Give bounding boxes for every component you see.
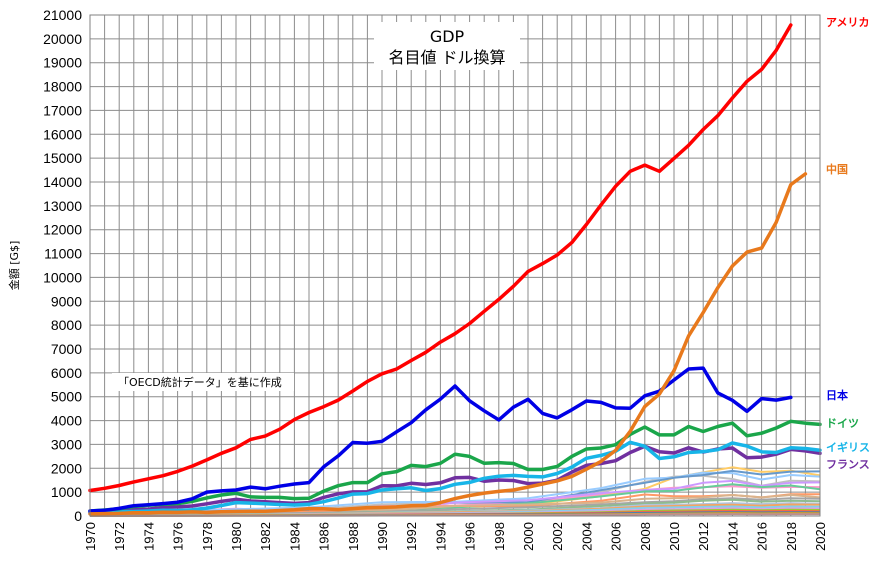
series-label-日本: 日本: [826, 388, 848, 402]
y-tick-label: 3000: [51, 436, 82, 452]
grid-layer: [89, 14, 821, 517]
x-tick-label: 1980: [229, 522, 244, 551]
x-tick-label: 2004: [579, 522, 594, 551]
y-tick-label: 14000: [43, 174, 82, 190]
source-annotation: 「OECD統計データ」を基に作成: [118, 375, 282, 389]
series-label-中国: 中国: [826, 162, 848, 176]
y-tick-label: 21000: [43, 7, 82, 23]
series-label-イギリス: イギリス: [826, 440, 870, 454]
annotation-box: [112, 373, 294, 391]
y-tick-label: 18000: [43, 79, 82, 95]
x-tick-label: 2016: [755, 522, 770, 551]
y-tick-label: 20000: [43, 31, 82, 47]
y-tick-label: 13000: [43, 198, 82, 214]
x-tick-label: 1970: [83, 522, 98, 551]
x-tick-label: 1988: [346, 522, 361, 551]
title-box: [374, 22, 520, 70]
y-tick-label: 7000: [51, 341, 82, 357]
y-tick-label: 2000: [51, 460, 82, 476]
x-tick-label: 2014: [725, 522, 740, 551]
x-tick-labels: 1970 1972 1974 1976 1978 1980 1982 1984 1986 1988…: [83, 522, 828, 551]
y-tick-label: 4000: [51, 413, 82, 429]
x-tick-label: 1994: [433, 522, 448, 551]
x-tick-label: 1972: [112, 522, 127, 551]
series-layer: [88, 23, 822, 516]
x-tick-label: 1974: [141, 522, 156, 551]
x-tick-label: 1996: [463, 522, 478, 551]
y-tick-label: 16000: [43, 126, 82, 142]
x-tick-label: 1986: [317, 522, 332, 551]
y-axis-label: 金額 [G$]: [7, 241, 21, 291]
chart-title: GDP: [430, 27, 465, 46]
x-tick-label: 2008: [638, 522, 653, 551]
series-label-フランス: フランス: [826, 458, 870, 471]
y-tick-label: 9000: [51, 293, 82, 309]
x-tick-label: 1978: [200, 522, 215, 551]
series-line-イギリス: [88, 440, 822, 515]
series-line-中国: [88, 172, 808, 516]
x-tick-label: 2010: [667, 522, 682, 551]
y-tick-label: 17000: [43, 102, 82, 118]
background-series-line: [89, 471, 821, 516]
y-tick-label: 15000: [43, 150, 82, 166]
x-tick-label: 2006: [609, 522, 624, 551]
x-tick-label: 1976: [171, 522, 186, 551]
x-tick-label: 2012: [696, 522, 711, 551]
y-tick-label: 8000: [51, 317, 82, 333]
series-line-ドイツ: [88, 419, 822, 513]
x-tick-label: 1992: [404, 522, 419, 551]
y-tick-label: 6000: [51, 365, 82, 381]
y-tick-label: 12000: [43, 222, 82, 238]
plot-frame: [89, 14, 821, 517]
x-tick-label: 1982: [258, 522, 273, 551]
y-tick-label: 11000: [44, 246, 82, 262]
series-line-アメリカ: [88, 23, 793, 493]
series-label-ドイツ: ドイツ: [826, 417, 859, 430]
y-tick-label: 1000: [51, 484, 82, 500]
y-tick-label: 0: [74, 508, 82, 524]
series-line-日本: [88, 366, 793, 513]
x-tick-label: 1998: [492, 522, 507, 551]
x-tick-label: 2018: [784, 522, 799, 551]
chart-subtitle: 名目値 ドル換算: [388, 48, 505, 67]
series-label-アメリカ: アメリカ: [826, 16, 869, 29]
x-tick-label: 1984: [287, 522, 302, 551]
y-tick-label: 10000: [43, 269, 82, 285]
y-tick-label: 5000: [51, 389, 82, 405]
y-tick-label: 19000: [43, 55, 82, 71]
x-tick-label: 2000: [521, 522, 536, 551]
x-tick-label: 2020: [813, 522, 828, 551]
x-tick-label: 1990: [375, 522, 390, 551]
y-tick-labels: 0 1000 2000 3000 4000 5000 6000 7000 8000 9000 100…: [43, 7, 82, 524]
background-series-layer: [89, 466, 821, 517]
x-tick-label: 2002: [550, 522, 565, 551]
